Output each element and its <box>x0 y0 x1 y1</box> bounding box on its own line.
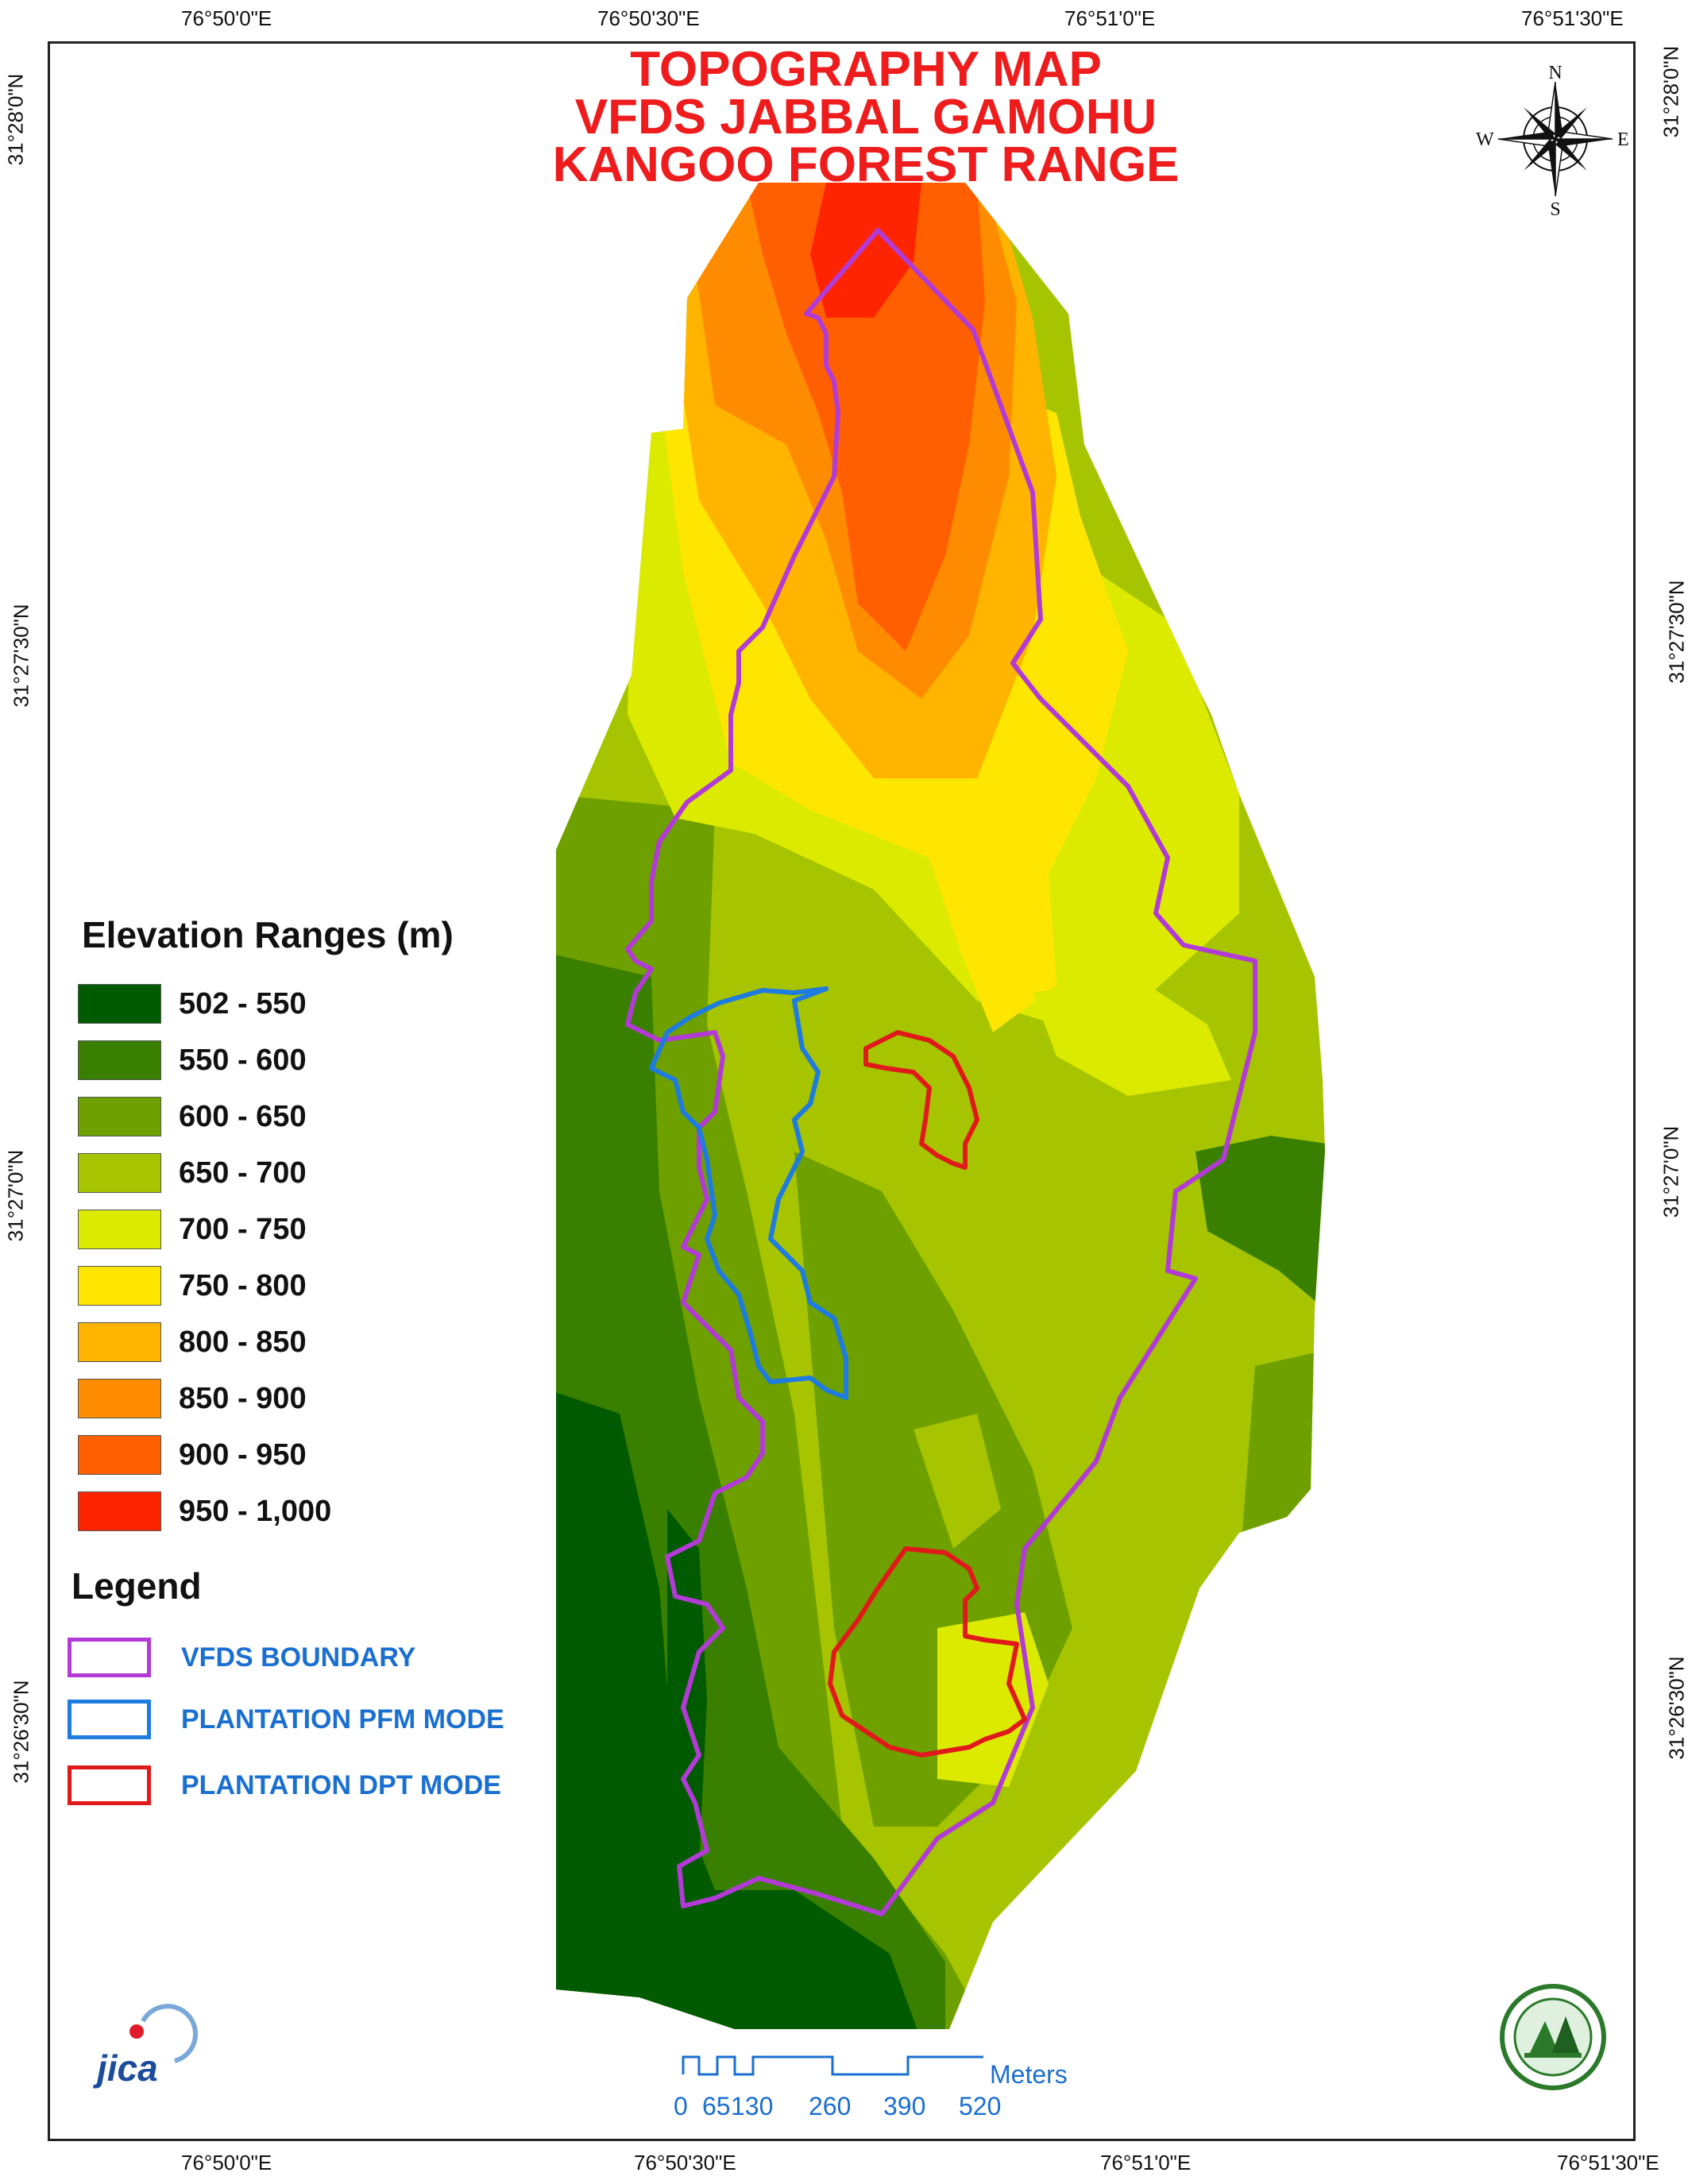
map-title-line-1: TOPOGRAPHY MAP <box>630 42 1102 97</box>
legend-item-plantation-dpt: PLANTATION DPT MODE <box>68 1765 501 1805</box>
map-title-line-3: KANGOO FOREST RANGE <box>553 137 1180 192</box>
elevation-class-row: 650 - 700 <box>78 1152 307 1194</box>
elevation-label: 550 - 600 <box>179 1043 307 1077</box>
elevation-swatch <box>78 1491 161 1531</box>
legend-label-plantation-dpt: PLANTATION DPT MODE <box>181 1769 501 1800</box>
scale-tick-390: 390 <box>883 2092 926 2120</box>
elevation-class-row: 700 - 750 <box>78 1209 307 1250</box>
bottom-lon-label-4: 76°51'30"E <box>1557 2151 1659 2174</box>
elevation-label: 650 - 700 <box>179 1156 307 1190</box>
scale-tick-260: 260 <box>809 2092 852 2120</box>
map-title-line-2: VFDS JABBAL GAMOHU <box>575 90 1157 145</box>
vfds-boundary <box>625 228 1257 1916</box>
elevation-swatch <box>78 1210 161 1249</box>
scale-bar <box>682 2055 983 2076</box>
compass-n-label: N <box>1548 63 1562 83</box>
elevation-raster <box>556 183 1325 2029</box>
scale-tick-130: 130 <box>731 2092 774 2120</box>
scale-tick-520: 520 <box>959 2092 1002 2120</box>
plantation-dpt-south-outline <box>828 1546 1027 1758</box>
svg-text:jica: jica <box>93 2047 158 2089</box>
bottom-lon-label-1: 76°50'0"E <box>181 2151 272 2174</box>
plantation-pfm-outline <box>649 986 848 1400</box>
elevation-legend-heading: Elevation Ranges (m) <box>82 914 454 955</box>
elevation-label: 900 - 950 <box>179 1437 307 1472</box>
elevation-class-row: 550 - 600 <box>78 1040 307 1081</box>
elevation-swatch <box>78 1153 161 1193</box>
elevation-label: 600 - 650 <box>179 1099 307 1133</box>
legend-swatch-vfds-boundary <box>68 1638 151 1677</box>
compass-w-label: W <box>1476 129 1494 150</box>
legend-item-plantation-pfm: PLANTATION PFM MODE <box>68 1700 504 1739</box>
jica-logo: jica <box>93 2004 198 2089</box>
legend-item-vfds-boundary: VFDS BOUNDARY <box>68 1638 415 1677</box>
compass-s-label: S <box>1550 199 1560 220</box>
top-lon-label-4: 76°51'30"E <box>1521 6 1624 30</box>
elevation-class-row: 850 - 900 <box>78 1378 307 1419</box>
bottom-lon-label-2: 76°50'30"E <box>634 2151 736 2174</box>
legend-swatch-plantation-dpt <box>68 1765 151 1805</box>
elevation-swatch <box>78 984 161 1024</box>
bottom-lon-label-3: 76°51'0"E <box>1100 2151 1192 2174</box>
top-lon-label-2: 76°50'30"E <box>597 6 700 30</box>
elevation-label: 800 - 850 <box>179 1325 307 1359</box>
elevation-label: 700 - 750 <box>179 1212 307 1246</box>
elevation-swatch <box>78 1435 161 1475</box>
elevation-label: 950 - 1,000 <box>179 1494 332 1528</box>
elevation-class-row: 750 - 800 <box>78 1265 307 1306</box>
top-lon-label-3: 76°51'0"E <box>1064 6 1156 30</box>
top-lon-label-1: 76°50'0"E <box>181 6 272 30</box>
compass-e-label: E <box>1617 129 1629 150</box>
elevation-class-row: 800 - 850 <box>78 1322 307 1363</box>
elevation-class-row: 600 - 650 <box>78 1096 307 1137</box>
map-frame <box>48 41 1636 2141</box>
elevation-swatch <box>78 1040 161 1080</box>
legend-label-vfds-boundary: VFDS BOUNDARY <box>181 1642 416 1673</box>
scale-unit-label: Meters <box>990 2060 1068 2089</box>
elevation-label: 502 - 550 <box>179 986 307 1021</box>
elevation-class-row: 950 - 1,000 <box>78 1491 331 1532</box>
elevation-class-row: 502 - 550 <box>78 983 307 1024</box>
legend-swatch-plantation-pfm <box>68 1700 151 1739</box>
elevation-swatch <box>78 1379 161 1418</box>
elevation-class-row: 900 - 950 <box>78 1434 307 1476</box>
elevation-swatch <box>78 1266 161 1306</box>
elevation-label: 750 - 800 <box>179 1268 307 1302</box>
elevation-swatch <box>78 1097 161 1136</box>
forest-department-seal-icon <box>1500 1984 1606 2090</box>
legend-heading: Legend <box>71 1565 202 1607</box>
compass-rose-icon: N S E W <box>1476 63 1629 220</box>
legend-label-plantation-pfm: PLANTATION PFM MODE <box>181 1704 504 1734</box>
elevation-swatch <box>78 1322 161 1362</box>
scale-tick-0: 0 <box>674 2092 688 2120</box>
elevation-label: 850 - 900 <box>179 1381 307 1415</box>
scale-tick-65: 65 <box>702 2092 731 2120</box>
plantation-dpt-north-outline <box>863 1030 979 1170</box>
